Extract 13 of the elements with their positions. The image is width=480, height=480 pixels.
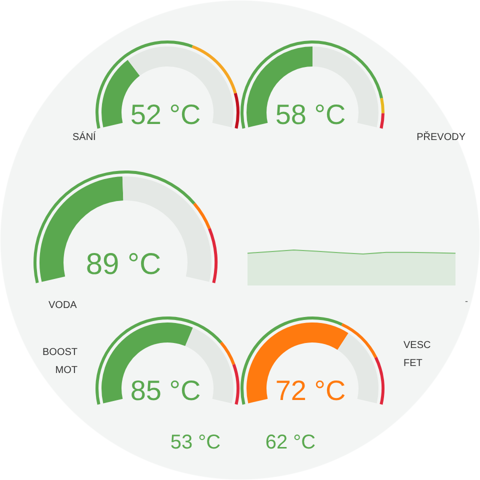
text: 62 °C	[265, 432, 316, 454]
text: 52 °C	[130, 99, 201, 130]
text: 53 °C	[170, 432, 221, 454]
text: 89 °C	[86, 248, 162, 281]
text: 85 °C	[130, 375, 201, 406]
text: SÁNÍ	[72, 131, 96, 143]
text: VODA	[48, 300, 78, 311]
text: VESC FET	[404, 340, 431, 369]
text: BOOST MOT	[42, 347, 78, 376]
text: -	[465, 296, 468, 306]
text: 58 °C	[275, 99, 346, 130]
text: 72 °C	[275, 375, 346, 406]
text: PŘEVODY	[416, 131, 466, 143]
